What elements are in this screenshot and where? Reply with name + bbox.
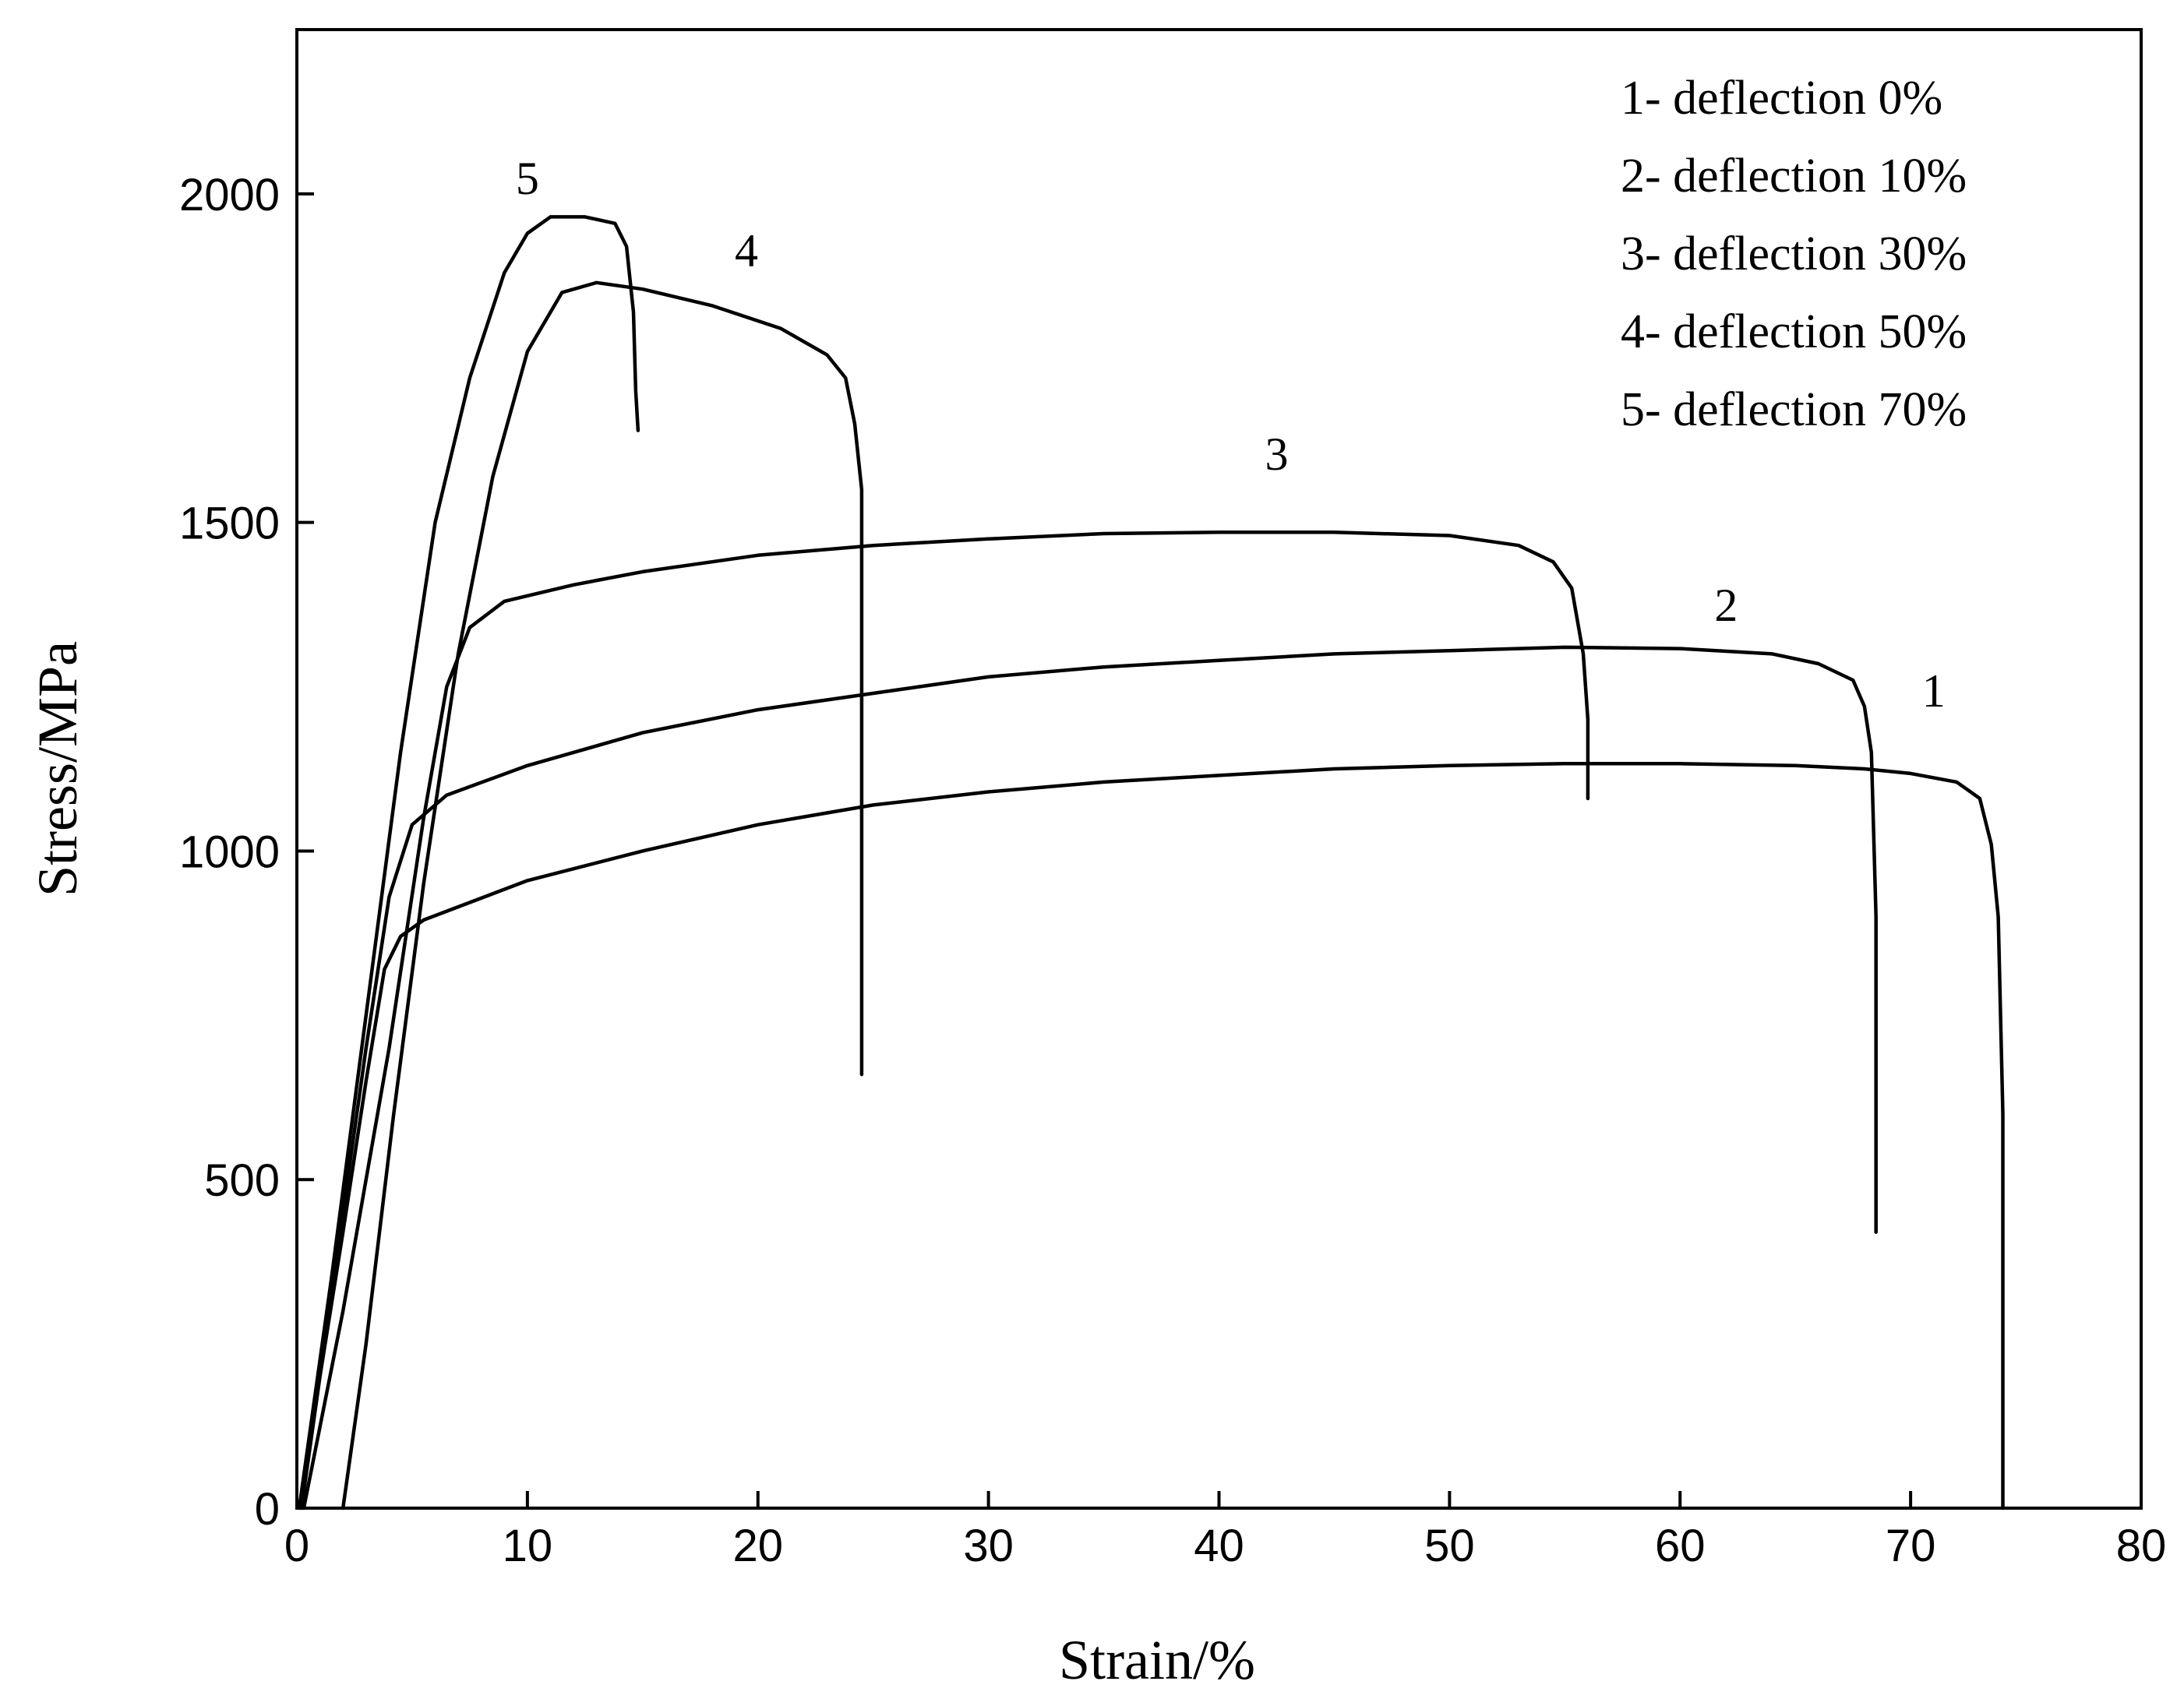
legend-entry: 4- deflection 50% [1621,305,1967,358]
y-tick-label: 1000 [179,827,280,877]
y-axis-title: Stress/MPa [26,641,89,897]
x-tick-label: 60 [1655,1521,1706,1571]
legend-entry: 5- deflection 70% [1621,383,1967,436]
curve-5 [297,215,640,1510]
x-axis: 0 10 20 30 40 50 60 70 80 [284,1491,2166,1571]
legend-entry: 3- deflection 30% [1621,227,1967,280]
curve-1 [299,762,2005,1510]
x-tick-label: 0 [284,1521,309,1571]
x-tick-label: 20 [732,1521,783,1571]
curve-2 [299,645,1878,1510]
x-axis-title: Strain/% [1059,1629,1255,1691]
curve-4 [340,280,864,1510]
curve-labels: 1 2 3 4 5 [516,153,1946,717]
x-tick-label: 30 [963,1521,1014,1571]
x-tick-label: 70 [1886,1521,1936,1571]
legend: 1- deflection 0% 2- deflection 10% 3- defl… [1621,72,1967,436]
curve-label-5: 5 [516,153,539,204]
curve-label-2: 2 [1714,580,1738,631]
x-tick-label: 40 [1194,1521,1244,1571]
y-tick-label: 2000 [179,170,280,220]
curve-label-1: 1 [1922,665,1946,717]
x-tick-label: 80 [2116,1521,2167,1571]
legend-entry: 2- deflection 10% [1621,150,1967,203]
curve-label-3: 3 [1265,428,1288,480]
y-tick-label: 1500 [179,499,280,549]
curves [297,215,2005,1510]
y-axis: 0 500 1000 1500 2000 [179,170,314,1535]
legend-entry: 1- deflection 0% [1621,72,1942,125]
curve-label-4: 4 [735,225,758,277]
y-tick-label: 500 [204,1155,280,1206]
curve-3 [302,530,1590,1510]
x-tick-label: 10 [503,1521,553,1571]
x-tick-label: 50 [1424,1521,1475,1571]
y-tick-label: 0 [255,1484,280,1535]
